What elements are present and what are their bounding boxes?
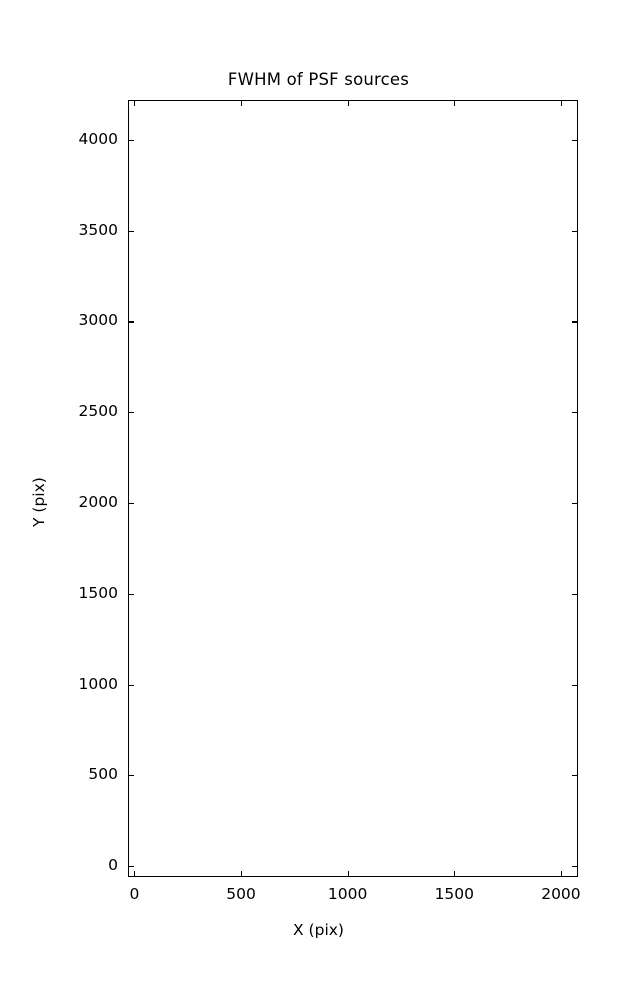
x-tick-mark <box>560 871 563 877</box>
y-tick-label: 4000 <box>78 129 118 148</box>
x-axis-label: X (pix) <box>293 921 344 939</box>
x-tick-label: 500 <box>226 885 256 903</box>
y-tick-mark <box>128 321 134 323</box>
x-tick-mark-top <box>560 100 563 106</box>
y-tick-label: 3000 <box>78 311 118 330</box>
plot-area <box>128 100 578 877</box>
y-tick-label: 1500 <box>78 583 118 602</box>
x-tick-mark <box>454 871 456 877</box>
x-tick-mark-top <box>454 100 456 106</box>
x-tick-label: 0 <box>129 885 140 903</box>
y-tick-mark <box>128 866 134 868</box>
y-tick-mark <box>128 593 134 595</box>
x-tick-mark <box>347 871 349 877</box>
chart-title: FWHM of PSF sources <box>227 70 410 89</box>
y-tick-mark-right <box>572 503 578 505</box>
y-tick-mark-right <box>572 412 578 414</box>
x-tick-mark-top <box>241 100 243 106</box>
x-tick-mark <box>134 871 136 877</box>
axes-frame <box>128 100 578 877</box>
y-tick-mark-right <box>572 230 578 232</box>
y-tick-label: 1000 <box>78 674 118 693</box>
x-tick-mark <box>241 871 243 877</box>
y-tick-mark <box>128 230 134 232</box>
y-tick-mark <box>128 775 134 777</box>
y-tick-mark-right <box>572 321 578 323</box>
y-tick-mark <box>128 139 134 142</box>
x-tick-mark-top <box>134 100 136 106</box>
y-tick-label: 3500 <box>78 220 118 239</box>
y-tick-mark-right <box>572 684 578 686</box>
y-tick-label: 2500 <box>78 402 118 421</box>
y-tick-mark <box>128 412 134 414</box>
x-tick-mark-top <box>347 100 349 106</box>
y-tick-mark <box>128 684 134 686</box>
y-axis-label: Y (pix) <box>30 476 48 527</box>
y-tick-label: 2000 <box>78 493 118 512</box>
x-tick-label: 2000 <box>541 885 581 903</box>
y-tick-label: 500 <box>88 765 118 784</box>
y-tick-mark <box>128 503 134 505</box>
y-tick-label: 0 <box>108 856 118 875</box>
x-tick-label: 1500 <box>434 885 475 903</box>
y-tick-mark-right <box>572 775 578 777</box>
y-tick-mark-right <box>572 593 578 595</box>
y-tick-mark-right <box>572 139 578 142</box>
y-tick-mark-right <box>572 866 578 868</box>
x-tick-label: 1000 <box>327 885 368 903</box>
